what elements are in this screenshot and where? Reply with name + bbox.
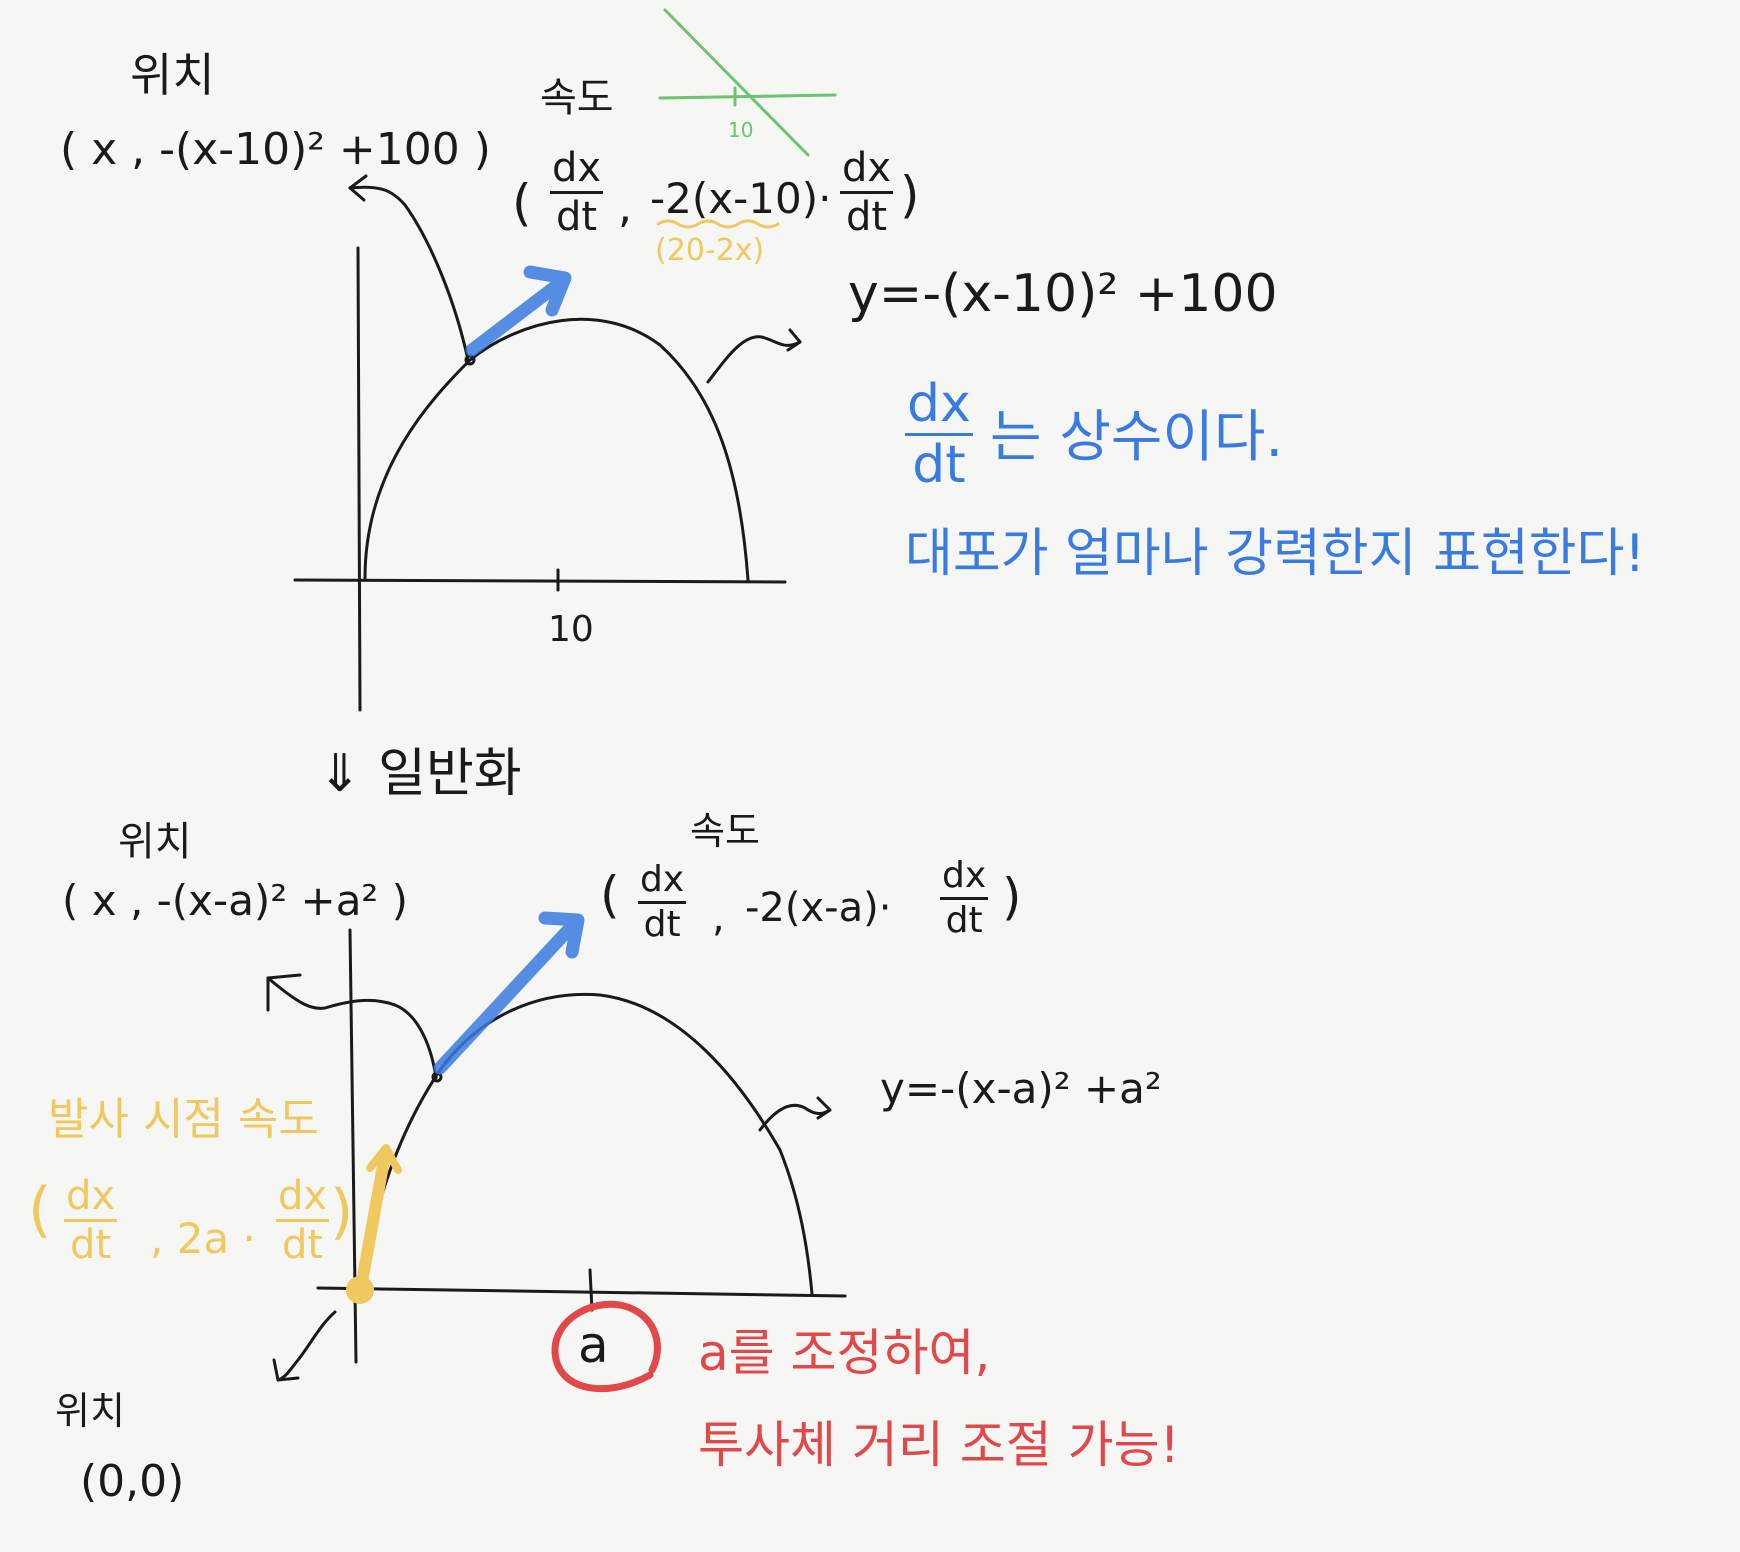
- red-circle-around-a: [551, 1300, 661, 1393]
- frac-bar: [550, 191, 604, 194]
- top-velocity-open: (: [512, 174, 532, 232]
- top-velocity-x-frac: dx dt: [550, 145, 604, 240]
- blue-note-line-1: 는 상수이다.: [990, 405, 1284, 470]
- green-line: [663, 8, 810, 157]
- origin-position-label: 위치: [55, 1389, 125, 1433]
- origin-highlight: [346, 1276, 374, 1304]
- top-velocity-y-frac: dx dt: [840, 145, 894, 240]
- top-squiggle: [706, 335, 802, 384]
- launch-velocity-arrow: [356, 1154, 390, 1288]
- frac-num: dx: [552, 145, 602, 191]
- launch-velocity-mid: , 2a ·: [150, 1214, 256, 1263]
- bottom-position-arrow-curve: [266, 976, 438, 1080]
- frac-num: dx: [640, 859, 685, 900]
- top-squiggle-head: [786, 328, 802, 352]
- origin-arrow-head: [272, 1358, 300, 1382]
- blue-note-frac: dx dt: [905, 378, 973, 491]
- frac-den: dt: [69, 1222, 112, 1268]
- top-velocity-arrow: [465, 276, 567, 357]
- bottom-velocity-x-frac: dx dt: [638, 859, 687, 945]
- launch-velocity-arrow-head: [366, 1144, 402, 1174]
- top-underbrace-note: (20-2x): [655, 233, 765, 268]
- top-parabola: [363, 317, 750, 582]
- frac-num: dx: [66, 1173, 116, 1219]
- top-position-arrow-head: [348, 174, 368, 202]
- bottom-velocity-y-frac: dx dt: [940, 855, 989, 941]
- launch-velocity-open: (: [28, 1175, 52, 1245]
- bottom-position-label: 위치: [118, 819, 192, 865]
- green-axis: [658, 93, 837, 100]
- bottom-velocity-arrow-head: [538, 911, 585, 959]
- bottom-position-arrow-head: [266, 973, 302, 1012]
- bottom-parabola: [358, 992, 814, 1296]
- frac-den: dt: [281, 1222, 324, 1268]
- frac-bar: [840, 191, 894, 194]
- frac-bar: [64, 1219, 118, 1222]
- bottom-velocity-close: ): [1002, 868, 1022, 926]
- green-tick-label: 10: [728, 118, 754, 142]
- top-velocity-comma: ,: [618, 182, 632, 233]
- frac-num: dx: [907, 374, 971, 434]
- launch-velocity-close: ): [330, 1177, 354, 1247]
- generalize-label: ⇓ 일반화: [318, 744, 522, 804]
- frac-bar: [905, 433, 973, 436]
- frac-den: dt: [945, 900, 983, 941]
- frac-bar: [276, 1219, 330, 1222]
- bottom-velocity-label: 속도: [690, 809, 760, 853]
- bottom-squiggle-head: [816, 1096, 832, 1120]
- frac-den: dt: [845, 194, 888, 240]
- top-tick-label: 10: [548, 609, 594, 650]
- launch-velocity-y-frac: dx dt: [276, 1173, 330, 1268]
- bottom-tick-a: [588, 1268, 594, 1312]
- bottom-velocity-comma: ,: [712, 895, 725, 941]
- frac-bar: [940, 897, 989, 900]
- frac-bar: [638, 901, 687, 904]
- gold-underbrace: [656, 219, 780, 229]
- top-velocity-close: ): [900, 166, 920, 224]
- bottom-position-expr: ( x , -(x-a)² +a² ): [62, 876, 409, 925]
- origin-position-expr: (0,0): [80, 1456, 185, 1507]
- frac-den: dt: [912, 435, 966, 495]
- blue-note-line-2: 대포가 얼마나 강력한지 표현한다!: [905, 524, 1646, 584]
- bottom-tick-label: a: [578, 1316, 609, 1374]
- red-note-line-1: a를 조정하여,: [698, 1324, 991, 1382]
- bottom-velocity-open: (: [600, 866, 620, 924]
- top-velocity-label: 속도: [540, 75, 614, 121]
- frac-den: dt: [643, 904, 681, 945]
- top-x-axis: [293, 578, 787, 584]
- frac-den: dt: [555, 194, 598, 240]
- red-note-line-2: 투사체 거리 조절 가능!: [698, 1416, 1180, 1474]
- top-velocity-arrow-head: [523, 265, 572, 317]
- launch-velocity-x-frac: dx dt: [64, 1173, 118, 1268]
- bottom-x-axis: [316, 1286, 847, 1298]
- bottom-velocity-arrow: [433, 919, 579, 1075]
- launch-velocity-label: 발사 시점 속도: [48, 1094, 319, 1145]
- bottom-curve-equation: y=-(x-a)² +a²: [880, 1064, 1162, 1113]
- frac-num: dx: [942, 855, 987, 896]
- top-position-label: 위치: [130, 48, 215, 102]
- top-position-expr: ( x , -(x-10)² +100 ): [60, 124, 491, 175]
- bottom-velocity-y: -2(x-a)·: [745, 885, 892, 931]
- top-curve-equation: y=-(x-10)² +100: [848, 264, 1278, 324]
- frac-num: dx: [842, 145, 892, 191]
- origin-arrow-curve: [276, 1310, 337, 1382]
- top-position-arrow-curve: [348, 185, 470, 362]
- frac-num: dx: [278, 1173, 328, 1219]
- top-velocity-y: -2(x-10)·: [650, 174, 832, 223]
- top-y-axis: [356, 246, 362, 712]
